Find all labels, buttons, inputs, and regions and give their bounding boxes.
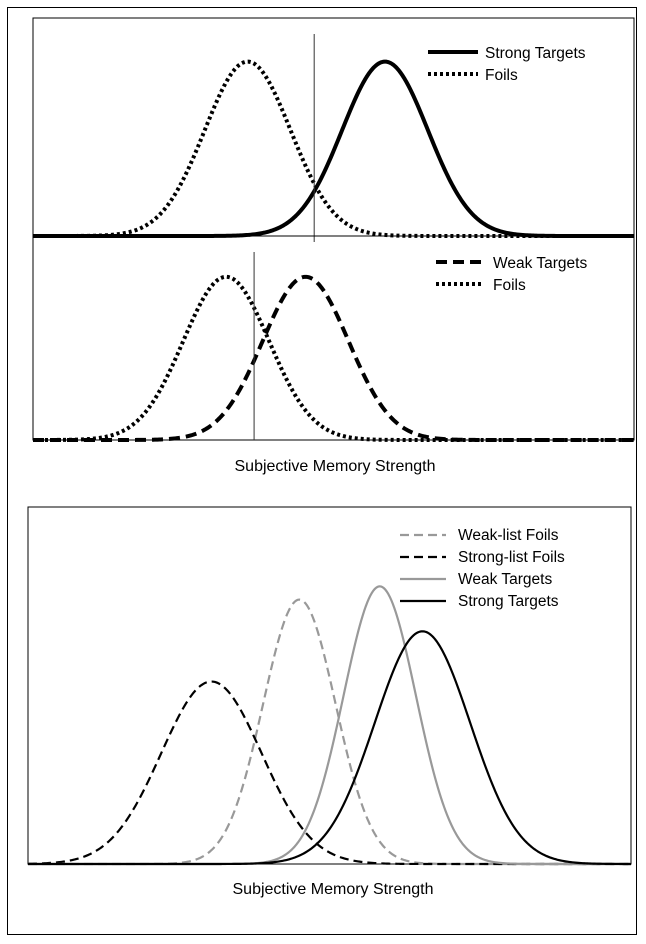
top-panel-strong: Strong Targets Foils (32, 17, 635, 242)
middle-panel-weak: Weak Targets Foils (32, 235, 635, 442)
curve-weak-list-foils-2 (28, 598, 631, 866)
legend-label-strong-targets-2: Strong Targets (458, 593, 559, 610)
middle-panel-curves (32, 274, 635, 442)
curve-weak-targets-2 (28, 585, 631, 866)
bottom-panel-xlabel: Subjective Memory Strength (233, 881, 434, 898)
curve-weak-targets-1 (32, 274, 635, 442)
legend-label-weak-targets-2: Weak Targets (458, 571, 552, 588)
middle-panel-xlabel: Subjective Memory Strength (235, 458, 436, 475)
bottom-panel-curves (27, 585, 631, 866)
bottom-panel-lists: Weak-list Foils Strong-list Foils Weak T… (27, 506, 632, 866)
curve-foils-1 (32, 274, 635, 442)
legend-label-weak-targets: Weak Targets (493, 255, 587, 272)
legend-label-foils: Foils (485, 67, 518, 84)
curve-strong-list-foils-2 (27, 680, 631, 866)
figure-frame (7, 7, 637, 935)
top-panel-curves (32, 59, 635, 238)
legend-label-strong-targets: Strong Targets (485, 45, 586, 62)
bottom-panel-legend: Weak-list Foils Strong-list Foils Weak T… (400, 527, 565, 610)
legend-label-weak-list-foils: Weak-list Foils (458, 527, 559, 544)
top-panel-legend: Strong Targets Foils (428, 45, 586, 84)
legend-label-strong-list-foils: Strong-list Foils (458, 549, 565, 566)
curve-strong-targets-2 (28, 630, 631, 866)
middle-panel-legend: Weak Targets Foils (436, 255, 587, 294)
legend-label-foils-2: Foils (493, 277, 526, 294)
curve-foils-0 (32, 59, 635, 238)
bottom-panel-border (27, 506, 632, 865)
middle-panel-border (32, 235, 635, 441)
